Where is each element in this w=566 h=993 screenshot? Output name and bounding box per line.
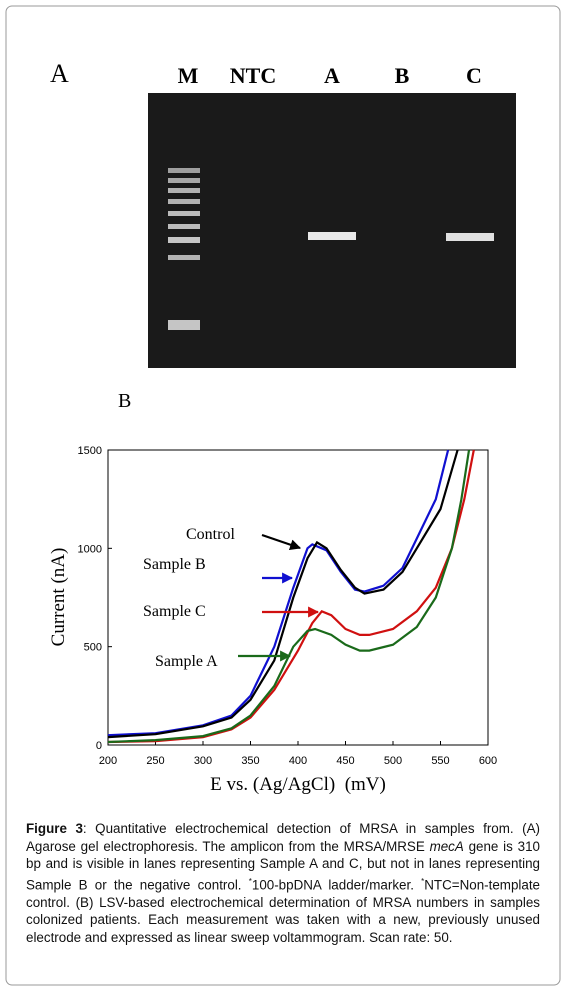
curve bbox=[107, 449, 471, 744]
figure-border bbox=[5, 5, 561, 986]
lane-label: M bbox=[178, 63, 199, 88]
plot-frame bbox=[107, 449, 489, 746]
annotation: Sample A bbox=[155, 653, 218, 670]
caption-text: gene is 310 bp and is visible in lanes r… bbox=[26, 838, 540, 893]
caption-text: Figure 3 bbox=[26, 821, 83, 836]
x-tick-label: 300 bbox=[194, 755, 212, 767]
lane-label: B bbox=[395, 63, 410, 88]
lane-label: NTC bbox=[230, 63, 276, 88]
annotation: Control bbox=[186, 526, 235, 543]
curve bbox=[107, 449, 459, 739]
caption-text: * bbox=[248, 876, 252, 886]
ladder-bands bbox=[168, 168, 200, 330]
band-sample-a bbox=[308, 232, 356, 240]
lane-label: A bbox=[324, 63, 340, 88]
caption-text: mecA bbox=[429, 838, 464, 854]
x-tick-label: 200 bbox=[99, 755, 117, 767]
y-tick-label: 1500 bbox=[78, 445, 102, 457]
x-tick-label: 350 bbox=[241, 755, 259, 767]
x-tick-label: 450 bbox=[336, 755, 354, 767]
caption-text: : Quantitative electrochemical detection… bbox=[26, 821, 540, 854]
y-tick-label: 1000 bbox=[78, 543, 102, 555]
lane-label: C bbox=[466, 63, 482, 88]
caption-text: 100-bpDNA ladder/marker. bbox=[251, 877, 422, 893]
annotation: Sample B bbox=[143, 556, 206, 573]
curve bbox=[107, 449, 450, 737]
y-tick-label: 0 bbox=[96, 740, 102, 752]
y-tick-label: 500 bbox=[84, 642, 102, 654]
x-tick-label: 250 bbox=[146, 755, 164, 767]
band-sample-c bbox=[446, 233, 494, 241]
gel-image bbox=[148, 93, 516, 368]
x-tick-label: 400 bbox=[289, 755, 307, 767]
caption: Figure 3: Quantitative electrochemical d… bbox=[26, 820, 540, 947]
caption-text: * bbox=[421, 876, 425, 886]
caption-text: NTC=Non-template control. (B) LSV-based … bbox=[26, 877, 540, 946]
x-tick-label: 600 bbox=[479, 755, 497, 767]
x-tick-label: 500 bbox=[384, 755, 402, 767]
panel-label: B bbox=[118, 390, 131, 412]
x-axis-title: E vs. (Ag/AgCl) (mV) bbox=[210, 774, 386, 795]
panel-label: A bbox=[50, 59, 69, 88]
y-axis-title: Current (nA) bbox=[48, 548, 69, 647]
annotation-arrow bbox=[261, 533, 302, 550]
annotation: Sample C bbox=[143, 603, 206, 620]
x-tick-label: 550 bbox=[431, 755, 449, 767]
